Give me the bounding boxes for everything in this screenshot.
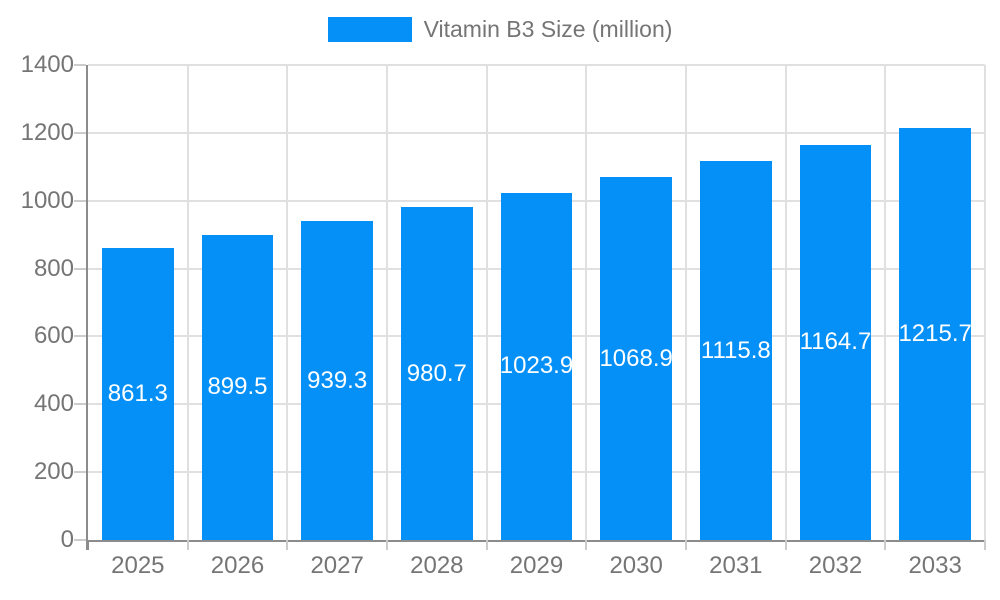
bar-2028[interactable]: 980.7 [400,207,473,540]
x-axis-tick [485,540,488,550]
bar-value-label: 1115.8 [700,336,771,364]
x-axis-label: 2028 [410,552,464,579]
x-axis-tick [784,540,787,550]
y-axis-label: 1200 [20,118,74,146]
y-axis-tick [74,471,86,474]
y-axis-tick [74,64,86,66]
x-axis-tick [286,540,289,550]
bar-2027[interactable]: 939.3 [301,221,374,540]
bar-2031[interactable]: 1115.8 [699,161,772,540]
y-axis-label: 800 [33,254,74,282]
x-axis-label: 2031 [709,552,763,579]
v-gridline [386,65,388,540]
h-gridline [88,131,985,134]
legend-swatch-icon [327,17,412,42]
bar-value-label: 861.3 [107,379,168,407]
y-axis-tick [74,403,86,406]
x-axis-tick [87,540,89,550]
y-axis-label: 400 [33,390,74,418]
x-axis-tick [585,540,588,550]
v-gridline [485,65,488,540]
y-axis-tick [74,131,86,134]
bar-value-label: 1023.9 [499,352,574,380]
v-gridline [984,65,986,540]
y-axis-tick [74,335,86,338]
x-axis-tick [984,540,986,550]
v-gridline [784,65,787,540]
bar-value-label: 1164.7 [799,328,872,356]
v-gridline [884,65,887,540]
y-axis-label: 200 [33,458,74,486]
bar-value-label: 1068.9 [599,344,673,372]
x-axis-tick [884,540,887,550]
legend-label: Vitamin B3 Size (million) [423,16,673,42]
bar-value-label: 980.7 [406,359,467,387]
y-axis-label: 1400 [20,51,74,78]
y-axis-label: 1000 [20,186,74,214]
y-axis-line [86,65,88,550]
y-axis-label: 0 [60,526,74,553]
x-axis-label: 2029 [509,552,564,579]
y-axis-tick [74,539,86,541]
x-axis-label: 2025 [111,552,165,579]
bar-value-label: 1215.7 [898,319,972,347]
x-axis-label: 2033 [908,552,962,579]
legend: Vitamin B3 Size (million) [0,16,1000,43]
v-gridline [585,65,588,540]
bar-value-label: 899.5 [207,373,268,401]
h-gridline [88,64,985,66]
bar-2032[interactable]: 1164.7 [799,144,872,540]
x-axis-tick [685,540,687,550]
x-axis-label: 2030 [609,552,663,579]
bar-value-label: 939.3 [307,366,368,394]
bar-2030[interactable]: 1068.9 [599,177,673,540]
y-axis-tick [74,199,86,202]
x-axis-label: 2026 [210,552,265,579]
x-axis-tick [186,540,189,550]
y-axis-label: 600 [33,322,74,350]
v-gridline [685,65,687,540]
bar-2033[interactable]: 1215.7 [898,127,972,540]
legend-item[interactable]: Vitamin B3 Size (million) [327,16,673,43]
bar-2029[interactable]: 1023.9 [499,192,574,540]
v-gridline [286,65,289,540]
bar-2025[interactable]: 861.3 [101,247,174,540]
v-gridline [186,65,189,540]
x-axis-label: 2032 [808,552,863,579]
x-axis-tick [386,540,388,550]
x-axis-label: 2027 [310,552,364,579]
plot-area: 861.3 899.5 939.3 980.7 1023.9 1068.9 1115.8 11… [74,64,986,550]
y-axis-tick [74,267,86,270]
bar-2026[interactable]: 899.5 [201,234,274,540]
x-axis-line [86,540,985,542]
